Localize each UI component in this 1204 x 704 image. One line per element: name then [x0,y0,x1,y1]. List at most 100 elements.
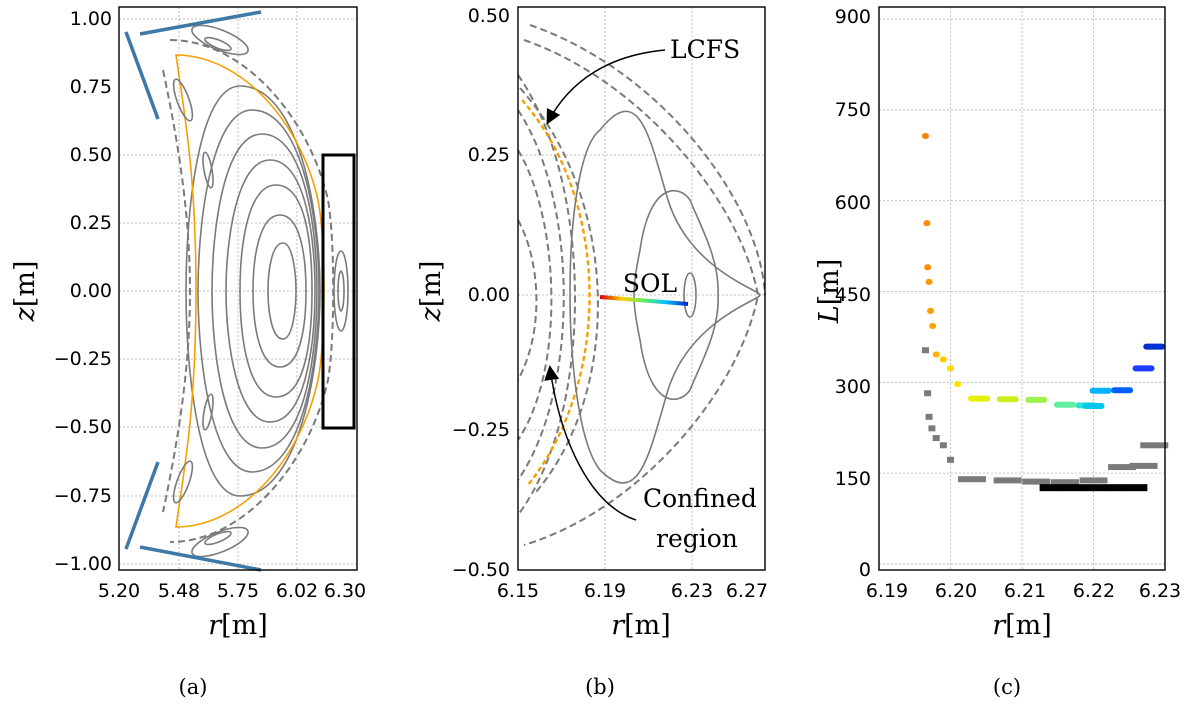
y-tick: 600 [835,192,871,214]
y-tick: 0.25 [70,212,112,234]
scatter-point [924,390,932,397]
x-tick: 6.19 [584,580,626,602]
y-tick: 450 [835,284,871,306]
scatter-point [932,435,940,442]
panel-c-frame [878,6,1166,571]
y-tick: 0.25 [468,144,510,166]
x-tick: 6.30 [324,580,366,602]
scatter-point [1111,387,1134,394]
scatter-point [1039,484,1062,492]
y-tick: 0.00 [468,284,510,306]
scatter-point [1132,365,1155,372]
scatter-point [954,381,962,388]
scatter-point [1050,479,1079,486]
panel-a-lcfs [175,54,325,528]
x-tick: 6.02 [276,580,318,602]
region-label: region [656,524,738,553]
sol-label: SOL [623,269,677,298]
y-tick: 150 [835,468,871,490]
scatter-point [921,347,929,354]
panel-b-confined-arrow [544,365,637,521]
scatter-point [1103,484,1126,492]
y-tick: −0.75 [54,485,112,507]
y-tick: 900 [835,6,871,28]
panel-c-marks [921,132,1169,492]
x-tick: 6.19 [866,580,908,602]
scatter-point [1108,464,1137,471]
scatter-point [939,356,947,363]
scatter-point [939,442,947,449]
panel-a: 1.00 0.75 0.50 0.25 0.00 −0.25 −0.50 −0.… [10,6,366,699]
scatter-point [1082,402,1105,409]
scatter-point [993,477,1022,484]
scatter-point [1079,477,1108,484]
panel-b: LCFS SOL Confined region 0.50 0.25 0.00 … [416,5,768,699]
y-tick: 0 [859,559,871,581]
panel-b-sol-segment [599,295,689,306]
x-axis-label: r[m] [611,610,671,641]
scatter-point [1089,387,1112,394]
scatter-point [928,425,936,432]
scatter-point [1022,478,1051,485]
scatter-point [947,365,954,372]
y-tick: 0.50 [70,144,112,166]
x-tick: 5.75 [217,580,259,602]
scatter-point [1129,462,1158,469]
y-axis-label: z[m] [10,261,41,323]
scatter-point [923,220,931,227]
x-tick: 5.48 [158,580,200,602]
y-tick: 750 [835,99,871,121]
scatter-point [957,476,986,483]
y-tick: −1.00 [54,553,112,575]
panel-c-yticks: 900 750 600 450 300 150 0 [835,6,871,581]
y-tick: 1.00 [70,8,112,30]
x-tick: 6.22 [1073,580,1115,602]
y-tick: −0.50 [452,559,510,581]
x-tick: 6.15 [497,580,539,602]
panel-caption: (b) [585,675,615,699]
scatter-point [925,413,933,420]
panel-a-zoom-box [321,153,356,430]
panel-c-xticks: 6.19 6.20 6.21 6.22 6.23 [866,580,1181,602]
y-tick: −0.25 [54,348,112,370]
scatter-point [1143,343,1166,350]
panel-a-yticks: 1.00 0.75 0.50 0.25 0.00 −0.25 −0.50 −0.… [54,8,112,575]
x-tick: 6.27 [726,580,768,602]
y-axis-label: z[m] [416,261,447,323]
y-tick: 300 [835,376,871,398]
panel-caption: (a) [179,675,208,699]
scatter-point [1125,484,1148,492]
panel-caption: (c) [993,675,1021,699]
y-tick: 0.50 [468,5,510,27]
panel-a-divertor-plates [124,10,262,572]
lcfs-label: LCFS [670,35,740,64]
scatter-point [932,351,940,358]
scatter-point [1082,484,1105,492]
panel-a-grid [118,7,357,570]
scatter-point [925,278,933,285]
y-tick: 0.00 [70,280,112,302]
y-tick: −0.50 [54,416,112,438]
scatter-point [1025,396,1048,403]
x-axis-label: r[m] [208,610,268,641]
x-tick: 6.23 [671,580,713,602]
y-tick: 0.75 [70,76,112,98]
x-tick: 5.20 [98,580,140,602]
x-tick: 6.20 [935,580,977,602]
x-tick: 6.21 [1004,580,1046,602]
panel-a-islands [172,24,349,558]
scatter-point [924,264,932,271]
scatter-point [1053,401,1076,408]
panel-a-frame [118,6,358,571]
scatter-point [929,323,937,330]
panel-b-lcfs-arrow [546,49,666,125]
scatter-point [947,456,954,463]
panel-b-xticks: 6.15 6.19 6.23 6.27 [497,580,768,602]
panel-b-frame [517,6,766,571]
scatter-point [1140,442,1169,449]
x-axis-label: r[m] [992,610,1052,641]
panel-a-xticks: 5.20 5.48 5.75 6.02 6.30 [98,580,366,602]
x-tick: 6.23 [1139,580,1181,602]
scatter-point [926,307,934,314]
